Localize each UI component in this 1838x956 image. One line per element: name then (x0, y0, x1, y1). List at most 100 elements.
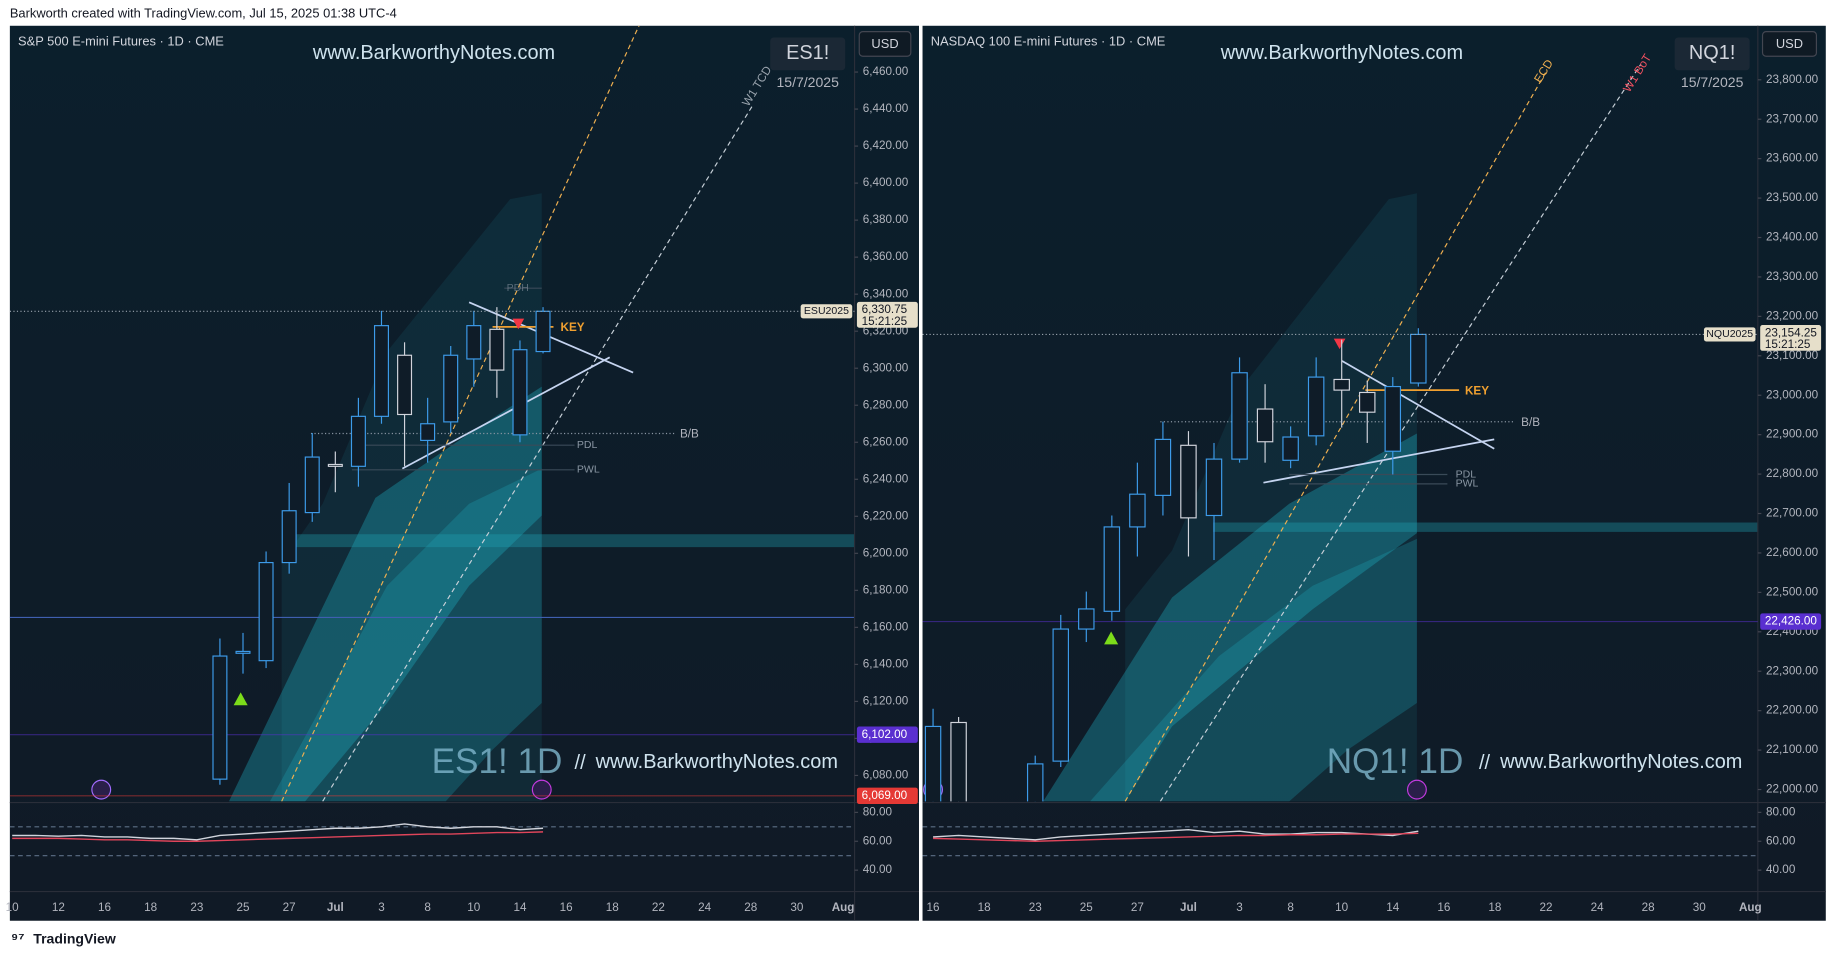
candle-body (1205, 458, 1223, 517)
plot (922, 328, 1758, 802)
footer-logo[interactable]: TradingView (33, 930, 116, 946)
annotation: KEY (1465, 384, 1489, 397)
y-tick-label: 22,700.00 (1766, 507, 1819, 520)
x-tick-label: 30 (790, 901, 804, 914)
candle-body (1180, 444, 1197, 519)
plot (9, 307, 855, 797)
big-label: NQ1! 1D (1327, 742, 1464, 781)
currency[interactable]: USD (1776, 36, 1803, 51)
y-tick-label: 6,080.00 (863, 769, 909, 782)
candle-body (1256, 408, 1274, 443)
y-tick-label: 23,200.00 (1766, 309, 1819, 322)
x-tick-label: Aug (832, 901, 855, 914)
y-tick-label: 22,800.00 (1766, 467, 1819, 480)
y-tick-label: 23,000.00 (1766, 388, 1819, 401)
footer-bg (0, 920, 1838, 956)
x-tick-label: 8 (1287, 901, 1294, 914)
candle-body (489, 328, 505, 371)
last-price: 6,330.75 (862, 303, 908, 316)
annotation: PDH (507, 282, 529, 294)
y-tick-label: 6,180.00 (863, 583, 909, 596)
date: 15/7/2025 (776, 74, 839, 90)
last-price-box (856, 301, 918, 328)
chart-title: S&P 500 E-mini Futures · 1D · CME (18, 34, 224, 49)
x-tick-label: 14 (1386, 901, 1400, 914)
y-tick-label: 6,140.00 (863, 657, 909, 670)
x-tick-label: 14 (513, 901, 527, 914)
countdown: 15:21:25 (1765, 338, 1811, 351)
candle-body (443, 354, 459, 423)
indicator-line (12, 831, 544, 842)
frame (9, 25, 1826, 921)
indicator-tick-label: 60.00 (1766, 834, 1796, 847)
y-tick-label: 23,300.00 (1766, 270, 1819, 283)
candle-body (258, 561, 274, 662)
candle-body (1103, 526, 1121, 612)
x-tick-label: 16 (1437, 901, 1450, 914)
annotation: KEY (561, 321, 585, 334)
y-tick-label: 23,100.00 (1766, 349, 1819, 362)
candle-body (924, 725, 942, 802)
indicator-tick-label: 60.00 (863, 834, 893, 847)
y-tick-label: 23,700.00 (1766, 112, 1819, 125)
watermark: www.BarkworthyNotes.com (1220, 42, 1463, 64)
date: 15/7/2025 (1681, 74, 1744, 90)
x-tick-label: Aug (1739, 901, 1762, 914)
contract: NQU2025 (1706, 328, 1753, 340)
x-tick-label: Jul (1180, 901, 1197, 914)
indicator-tick-label: 80.00 (1766, 805, 1796, 818)
currency-box[interactable] (1761, 31, 1818, 57)
x-tick-label: 22 (652, 901, 665, 914)
candle-body (1333, 378, 1350, 391)
candle-body (1384, 385, 1402, 452)
watermark-bottom: www.BarkworthyNotes.com (1499, 751, 1742, 773)
y-tick-label: 23,500.00 (1766, 191, 1819, 204)
candle-body (350, 415, 366, 467)
symbol-box (1674, 37, 1750, 71)
y-tick-label: 6,360.00 (863, 250, 909, 263)
x-tick-label: 16 (98, 901, 111, 914)
candle-body (1078, 608, 1095, 630)
y-tick-label: 6,460.00 (863, 65, 909, 78)
x-tick-label: 28 (744, 901, 757, 914)
y-tick-label: 6,340.00 (863, 287, 909, 300)
y-tick-label: 22,500.00 (1766, 585, 1819, 598)
indicator-tick-label: 40.00 (1766, 863, 1796, 876)
x-tick-label: 28 (1642, 901, 1655, 914)
candle-body (212, 655, 228, 780)
x-tick-label: 23 (190, 901, 203, 914)
indicator-line (933, 828, 1419, 841)
currency-box[interactable] (858, 31, 912, 57)
candle-body (1154, 438, 1172, 496)
watermark: www.BarkworthyNotes.com (312, 42, 555, 64)
annotation: B/B (680, 428, 699, 441)
indicator (9, 823, 855, 857)
x-tick-label: 12 (52, 901, 65, 914)
x-tick-label: 30 (1693, 901, 1707, 914)
candle-body (535, 310, 551, 353)
logo-mark: ⁹⁷ (11, 931, 25, 948)
header: Barkworth created with TradingView.com, … (10, 5, 397, 20)
annotation: PWL (577, 464, 600, 476)
y-tick-label: 6,240.00 (863, 472, 909, 485)
x-tick-label: 27 (283, 901, 296, 914)
candle-body (466, 325, 482, 360)
watermark-bottom: www.BarkworthyNotes.com (595, 751, 838, 773)
y-tick-label: 22,200.00 (1766, 704, 1819, 717)
candle-body (1231, 372, 1248, 460)
countdown: 15:21:25 (862, 315, 908, 328)
indicator (922, 826, 1758, 857)
currency[interactable]: USD (871, 36, 898, 51)
x-tick-label: 22 (1540, 901, 1553, 914)
level-label: 22,426.00 (1765, 615, 1818, 628)
candle-body (1026, 763, 1044, 802)
y-tick-label: 22,600.00 (1766, 546, 1819, 559)
chart-title: NASDAQ 100 E-mini Futures · 1D · CME (931, 34, 1166, 49)
y-tick-label: 23,600.00 (1766, 152, 1819, 165)
indicator-line (933, 832, 1419, 842)
contract: ESU2025 (804, 305, 849, 317)
y-tick-label: 22,300.00 (1766, 664, 1819, 677)
x-tick-label: 16 (560, 901, 573, 914)
x-tick-label: 16 (927, 901, 940, 914)
y-tick-label: 6,160.00 (863, 620, 909, 633)
